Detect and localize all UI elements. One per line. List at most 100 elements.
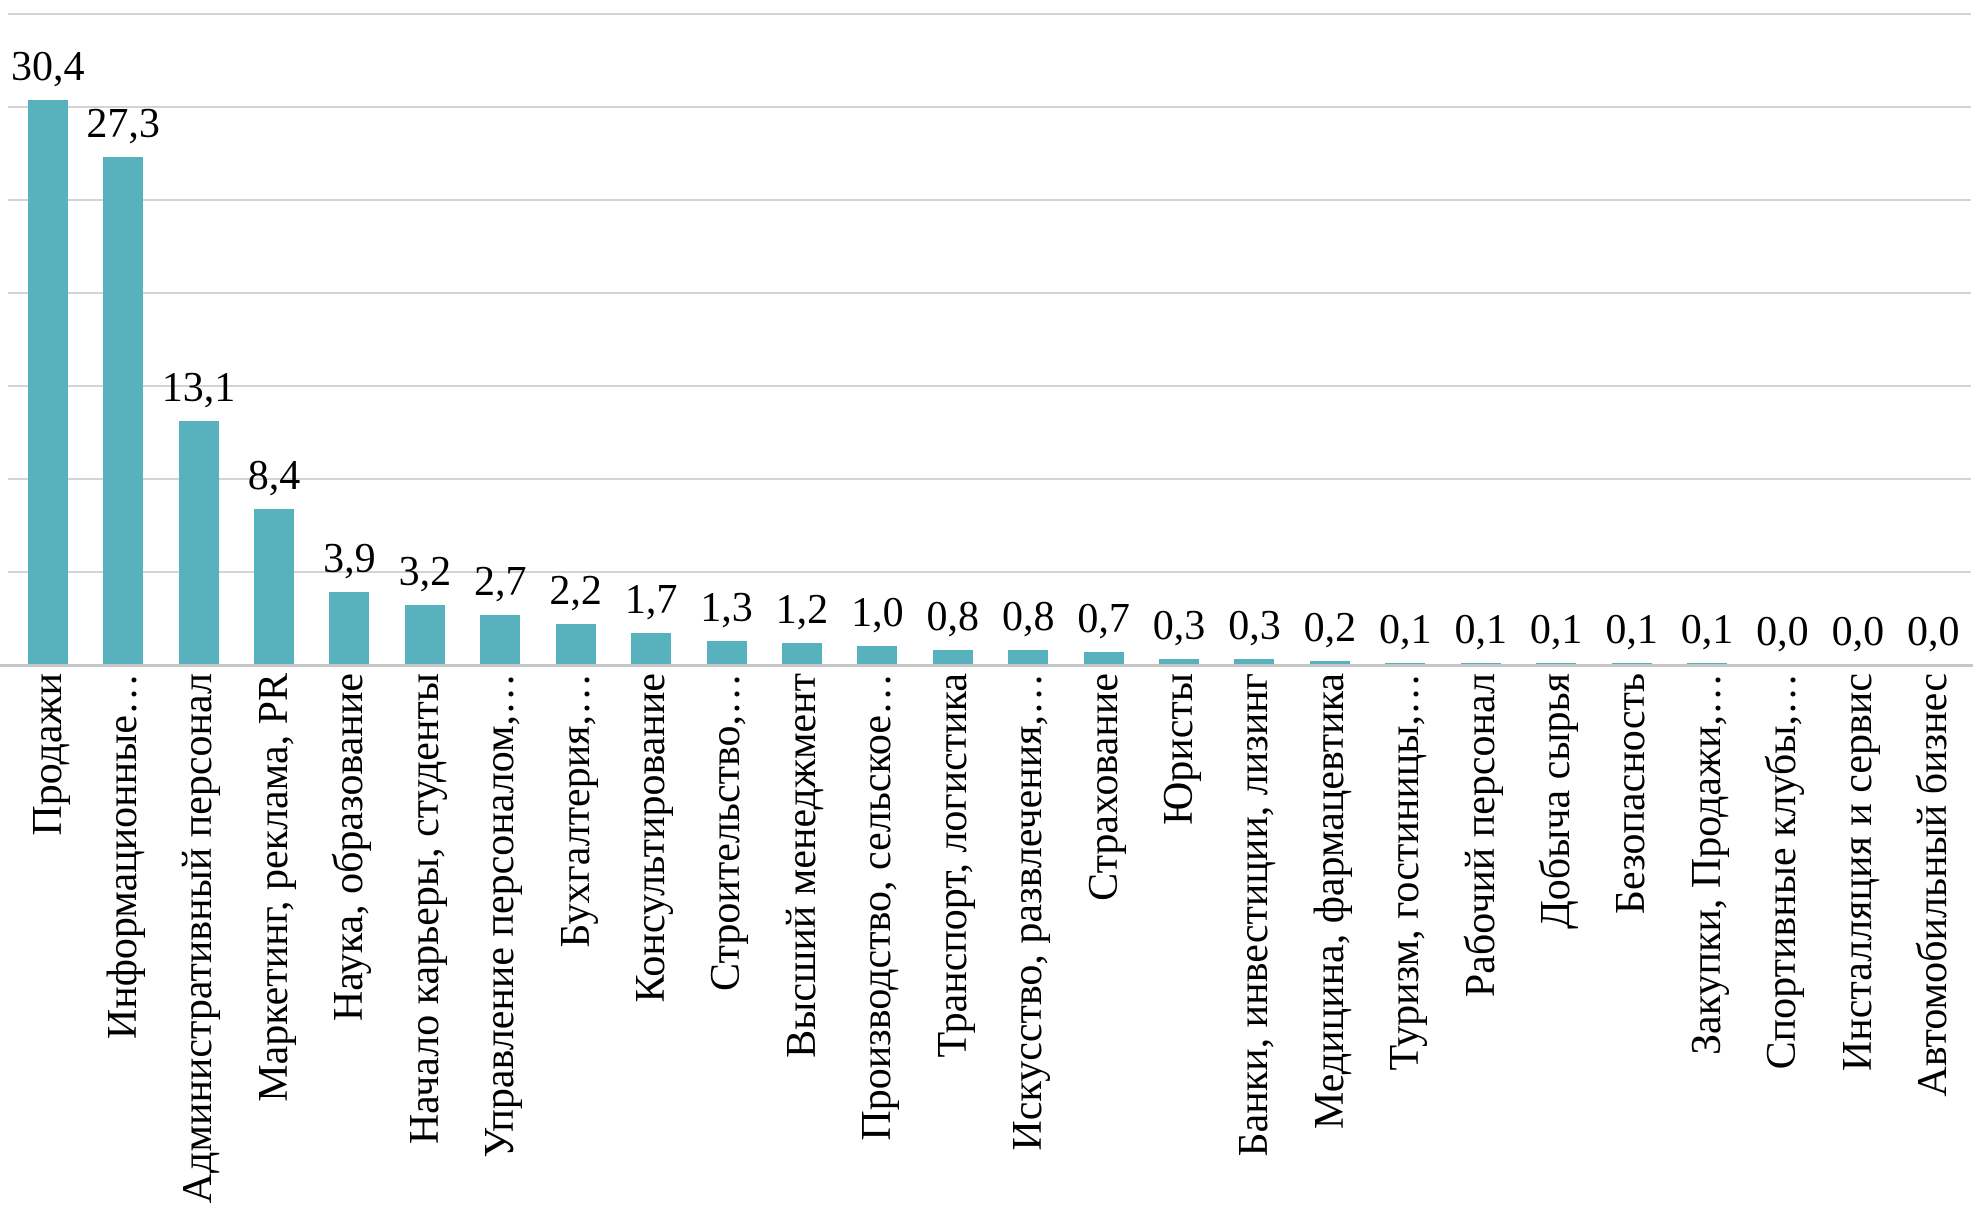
category-label: Маркетинг, реклама, PR <box>250 673 297 1102</box>
bar-column: 0,8 <box>915 0 990 665</box>
bar-column: 8,4 <box>236 0 311 665</box>
bar-column: 0,0 <box>1896 0 1971 665</box>
category-label-cell: Банки, инвестиции, лизинг <box>1217 673 1292 1231</box>
bar-value-label: 0,1 <box>1379 607 1432 653</box>
category-label: Банки, инвестиции, лизинг <box>1231 673 1278 1157</box>
category-label-cell: Инсталляция и сервис <box>1820 673 1895 1231</box>
bar-value-label: 2,2 <box>549 568 602 614</box>
category-label: Транспорт, логистика <box>929 673 976 1058</box>
category-label-cell: Строительство,… <box>689 673 764 1231</box>
bar-value-label: 0,8 <box>1001 594 1055 640</box>
bar-value-label: 1,0 <box>851 590 904 636</box>
category-label: Управление персоналом,… <box>477 673 524 1158</box>
category-label-cell: Автомобильный бизнес <box>1896 673 1971 1231</box>
bar-column: 0,0 <box>1745 0 1820 665</box>
bar-value-label: 0,1 <box>1529 607 1583 653</box>
bar <box>1309 661 1350 665</box>
bar-value-label: 0,8 <box>926 594 980 640</box>
bar-value-label: 1,2 <box>775 587 829 633</box>
bar-column: 2,7 <box>463 0 538 665</box>
gridline-25 <box>8 199 1971 201</box>
category-label-cell: Медицина, фармацевтика <box>1292 673 1367 1231</box>
bar <box>1083 652 1124 665</box>
category-label-cell: Маркетинг, реклама, PR <box>236 673 311 1231</box>
bar-value-label: 13,1 <box>161 365 236 411</box>
bar-column: 1,0 <box>840 0 915 665</box>
bar <box>1234 659 1275 665</box>
bar-column: 0,3 <box>1217 0 1292 665</box>
gridline-10 <box>8 478 1971 480</box>
bar-column: 0,2 <box>1292 0 1367 665</box>
bar-column: 30,4 <box>10 0 85 665</box>
bar <box>103 157 144 665</box>
bar-column: 0,1 <box>1518 0 1593 665</box>
category-label-cell: Закупки, Продажи,… <box>1669 673 1744 1231</box>
category-label: Страхование <box>1080 673 1127 901</box>
bar-value-label: 1,3 <box>700 585 753 631</box>
category-label: Автомобильный бизнес <box>1910 673 1957 1097</box>
category-label: Наука, образование <box>326 673 373 1022</box>
bar-value-label: 0,1 <box>1605 607 1658 653</box>
bar <box>932 650 973 665</box>
category-label-cell: Искусство, развлечения,… <box>990 673 1065 1231</box>
category-label: Консультирование <box>627 673 674 1003</box>
bar-column: 0,0 <box>1820 0 1895 665</box>
bar-column: 1,3 <box>689 0 764 665</box>
bar <box>1159 659 1200 665</box>
bar-value-label: 0,2 <box>1303 605 1357 651</box>
category-label: Закупки, Продажи,… <box>1683 673 1730 1055</box>
bar <box>27 100 68 665</box>
x-axis-labels: Продажи Информационные… Административный… <box>10 673 1971 1231</box>
gridline-30 <box>8 106 1971 108</box>
bar-value-label: 27,3 <box>86 101 160 147</box>
bar <box>329 592 370 665</box>
category-label: Производство, сельское… <box>854 673 901 1141</box>
category-label-cell: Производство, сельское… <box>840 673 915 1231</box>
bar <box>404 605 445 665</box>
category-label-cell: Управление персоналом,… <box>463 673 538 1231</box>
category-label-cell: Безопасность <box>1594 673 1669 1231</box>
category-label: Информационные… <box>100 673 147 1040</box>
category-label: Добыча сырья <box>1533 673 1580 929</box>
bar-column: 0,8 <box>990 0 1065 665</box>
category-label: Искусство, развлечения,… <box>1005 673 1052 1151</box>
bar <box>1008 650 1049 665</box>
bar-column: 0,1 <box>1669 0 1744 665</box>
bar-value-label: 0,1 <box>1454 607 1507 653</box>
category-label: Медицина, фармацевтика <box>1306 673 1353 1130</box>
category-label: Административный персонал <box>175 673 222 1204</box>
category-label-cell: Информационные… <box>85 673 160 1231</box>
bar-column: 13,1 <box>161 0 236 665</box>
category-label: Продажи <box>24 673 71 836</box>
bar <box>857 646 898 665</box>
category-label-cell: Добыча сырья <box>1518 673 1593 1231</box>
bar <box>178 421 219 665</box>
bar-column: 0,3 <box>1141 0 1216 665</box>
bar-value-label: 0,0 <box>1756 609 1809 655</box>
category-label-cell: Наука, образование <box>312 673 387 1231</box>
bar-value-label: 0,3 <box>1228 603 1281 649</box>
bar-column: 3,9 <box>312 0 387 665</box>
bar <box>781 643 822 665</box>
bar-column: 0,7 <box>1066 0 1141 665</box>
category-label-cell: Спортивные клубы,… <box>1745 673 1820 1231</box>
category-label-cell: Начало карьеры, студенты <box>387 673 462 1231</box>
category-label: Начало карьеры, студенты <box>401 673 448 1145</box>
category-label: Спортивные клубы,… <box>1759 673 1806 1070</box>
category-label-cell: Консультирование <box>613 673 688 1231</box>
bar-value-label: 0,0 <box>1831 609 1885 655</box>
bar-value-label: 3,9 <box>323 536 376 582</box>
category-label: Высший менеджмент <box>778 673 825 1058</box>
category-label: Юристы <box>1155 673 1202 825</box>
bar-value-label: 2,7 <box>473 559 527 605</box>
category-label-cell: Страхование <box>1066 673 1141 1231</box>
category-label-cell: Административный персонал <box>161 673 236 1231</box>
gridline-20 <box>8 292 1971 294</box>
bar-column: 1,7 <box>613 0 688 665</box>
bar-value-label: 3,2 <box>398 549 452 595</box>
category-label-cell: Высший менеджмент <box>764 673 839 1231</box>
bar-column: 0,1 <box>1594 0 1669 665</box>
bar-column: 27,3 <box>85 0 160 665</box>
category-label: Рабочий персонал <box>1457 673 1504 998</box>
category-label-cell: Бухгалтерия,… <box>538 673 613 1231</box>
